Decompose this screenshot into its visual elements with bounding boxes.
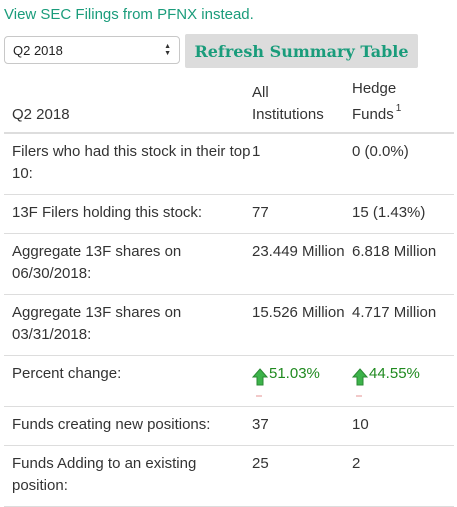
all-institutions-value: 25 bbox=[252, 445, 352, 507]
all-institutions-value: 77 bbox=[252, 194, 352, 234]
summary-controls: Q2 2018 ▲ ▼ Refresh Summary Table bbox=[4, 34, 454, 68]
row-label: Aggregate 13F shares on 06/30/2018: bbox=[4, 233, 252, 295]
refresh-summary-table-button[interactable]: Refresh Summary Table bbox=[185, 34, 418, 68]
table-header-row: Q2 2018 All Institutions Hedge Funds 1 bbox=[4, 76, 454, 134]
all-institutions-header: All Institutions bbox=[252, 76, 352, 134]
up-arrow-icon bbox=[252, 368, 268, 386]
all-institutions-header-line2: Institutions bbox=[252, 106, 324, 123]
table-row: Aggregate 13F shares on 06/30/2018: 23.4… bbox=[4, 233, 454, 295]
percent-change-all: 51.03% bbox=[252, 363, 320, 386]
row-label: Filers who had this stock in their top 1… bbox=[4, 133, 252, 195]
all-institutions-change: 51.03% bbox=[252, 355, 352, 407]
table-row: Percent change: 51.03% 44.55% bbox=[4, 355, 454, 407]
hedge-funds-value: 2 bbox=[352, 445, 454, 507]
row-label: Funds Adding to an existing position: bbox=[4, 445, 252, 507]
hedge-funds-header: Hedge Funds 1 bbox=[352, 76, 454, 134]
hedge-funds-header-line1: Hedge bbox=[352, 80, 397, 97]
row-label: Aggregate 13F shares on 03/31/2018: bbox=[4, 294, 252, 356]
select-updown-icon: ▲ ▼ bbox=[164, 43, 171, 57]
all-institutions-value: 15.526 Million bbox=[252, 294, 352, 356]
hedge-funds-footnote[interactable]: 1 bbox=[395, 103, 402, 114]
up-arrow-icon bbox=[352, 368, 368, 386]
hedge-funds-value: 15 (1.43%) bbox=[352, 194, 454, 234]
row-label: Percent change: bbox=[4, 355, 252, 407]
all-institutions-change-value: 51.03% bbox=[269, 365, 320, 382]
table-row: Funds Adding to an existing position: 25… bbox=[4, 445, 454, 507]
all-institutions-header-line1: All bbox=[252, 84, 269, 101]
hedge-funds-value: 4.717 Million bbox=[352, 294, 454, 356]
all-institutions-value: 23.449 Million bbox=[252, 233, 352, 295]
table-row: Filers who had this stock in their top 1… bbox=[4, 133, 454, 195]
table-row: 13F Filers holding this stock: 77 15 (1.… bbox=[4, 194, 454, 234]
hedge-funds-change: 44.55% bbox=[352, 355, 454, 407]
all-institutions-value: 1 bbox=[252, 133, 352, 195]
hedge-funds-change-value: 44.55% bbox=[369, 365, 420, 382]
hedge-funds-value: 10 bbox=[352, 406, 454, 446]
quarter-select[interactable]: Q2 2018 ▲ ▼ bbox=[4, 36, 180, 64]
hedge-funds-value: 0 (0.0%) bbox=[352, 133, 454, 195]
period-header: Q2 2018 bbox=[4, 76, 252, 134]
view-sec-filings-link[interactable]: View SEC Filings from PFNX instead. bbox=[4, 6, 254, 23]
percent-change-hedge: 44.55% bbox=[352, 363, 420, 386]
quarter-select-value: Q2 2018 bbox=[13, 42, 63, 58]
change-marker bbox=[356, 395, 362, 397]
change-marker bbox=[256, 395, 262, 397]
table-row: Funds creating new positions: 37 10 bbox=[4, 406, 454, 446]
table-row: Aggregate 13F shares on 03/31/2018: 15.5… bbox=[4, 294, 454, 356]
row-label: 13F Filers holding this stock: bbox=[4, 194, 252, 234]
all-institutions-value: 37 bbox=[252, 406, 352, 446]
hedge-funds-value: 6.818 Million bbox=[352, 233, 454, 295]
row-label: Funds creating new positions: bbox=[4, 406, 252, 446]
hedge-funds-header-line2: Funds bbox=[352, 106, 394, 123]
institutional-summary-table: Q2 2018 All Institutions Hedge Funds 1 Fi… bbox=[4, 76, 454, 507]
